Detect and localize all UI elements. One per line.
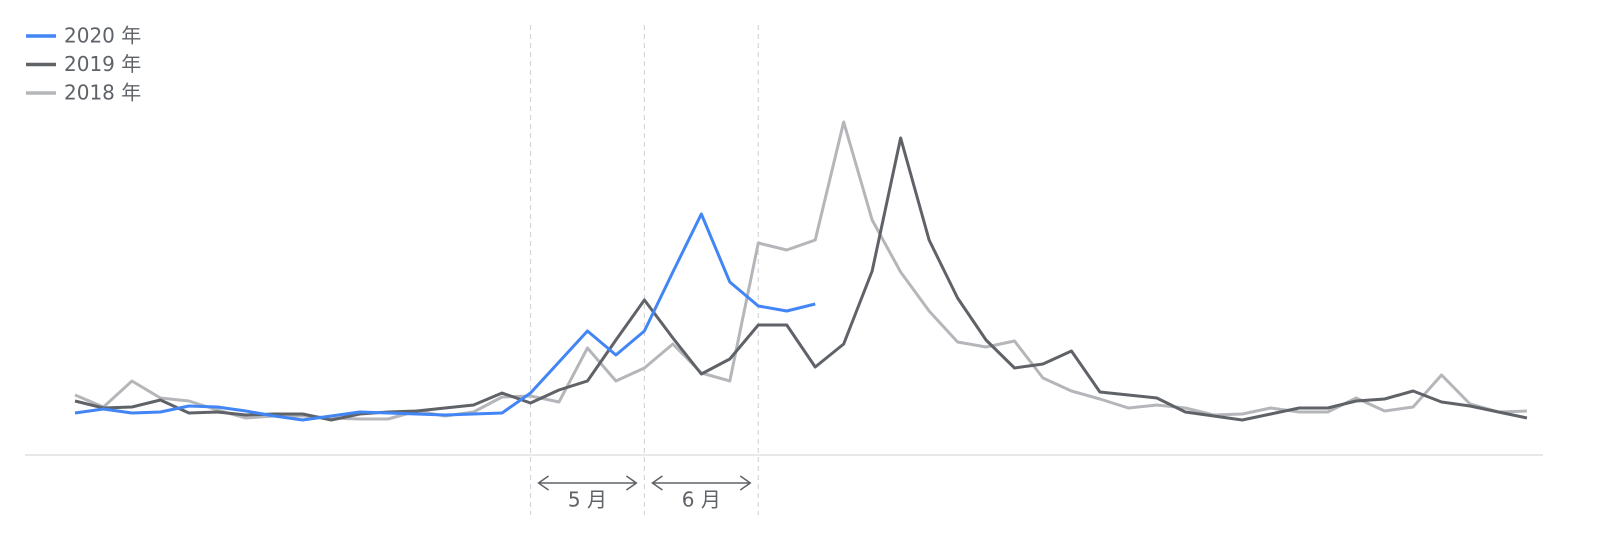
month-arrow [537,475,638,491]
legend-label: 2019 年 [64,52,141,76]
series-line [74,136,1528,422]
month-label: 5 月 [568,488,607,512]
series-line [74,212,816,422]
series-line [74,120,1528,421]
month-arrow [651,475,752,491]
month-label: 6 月 [682,488,721,512]
legend-label: 2020 年 [64,24,141,48]
legend-label: 2018 年 [64,81,141,105]
